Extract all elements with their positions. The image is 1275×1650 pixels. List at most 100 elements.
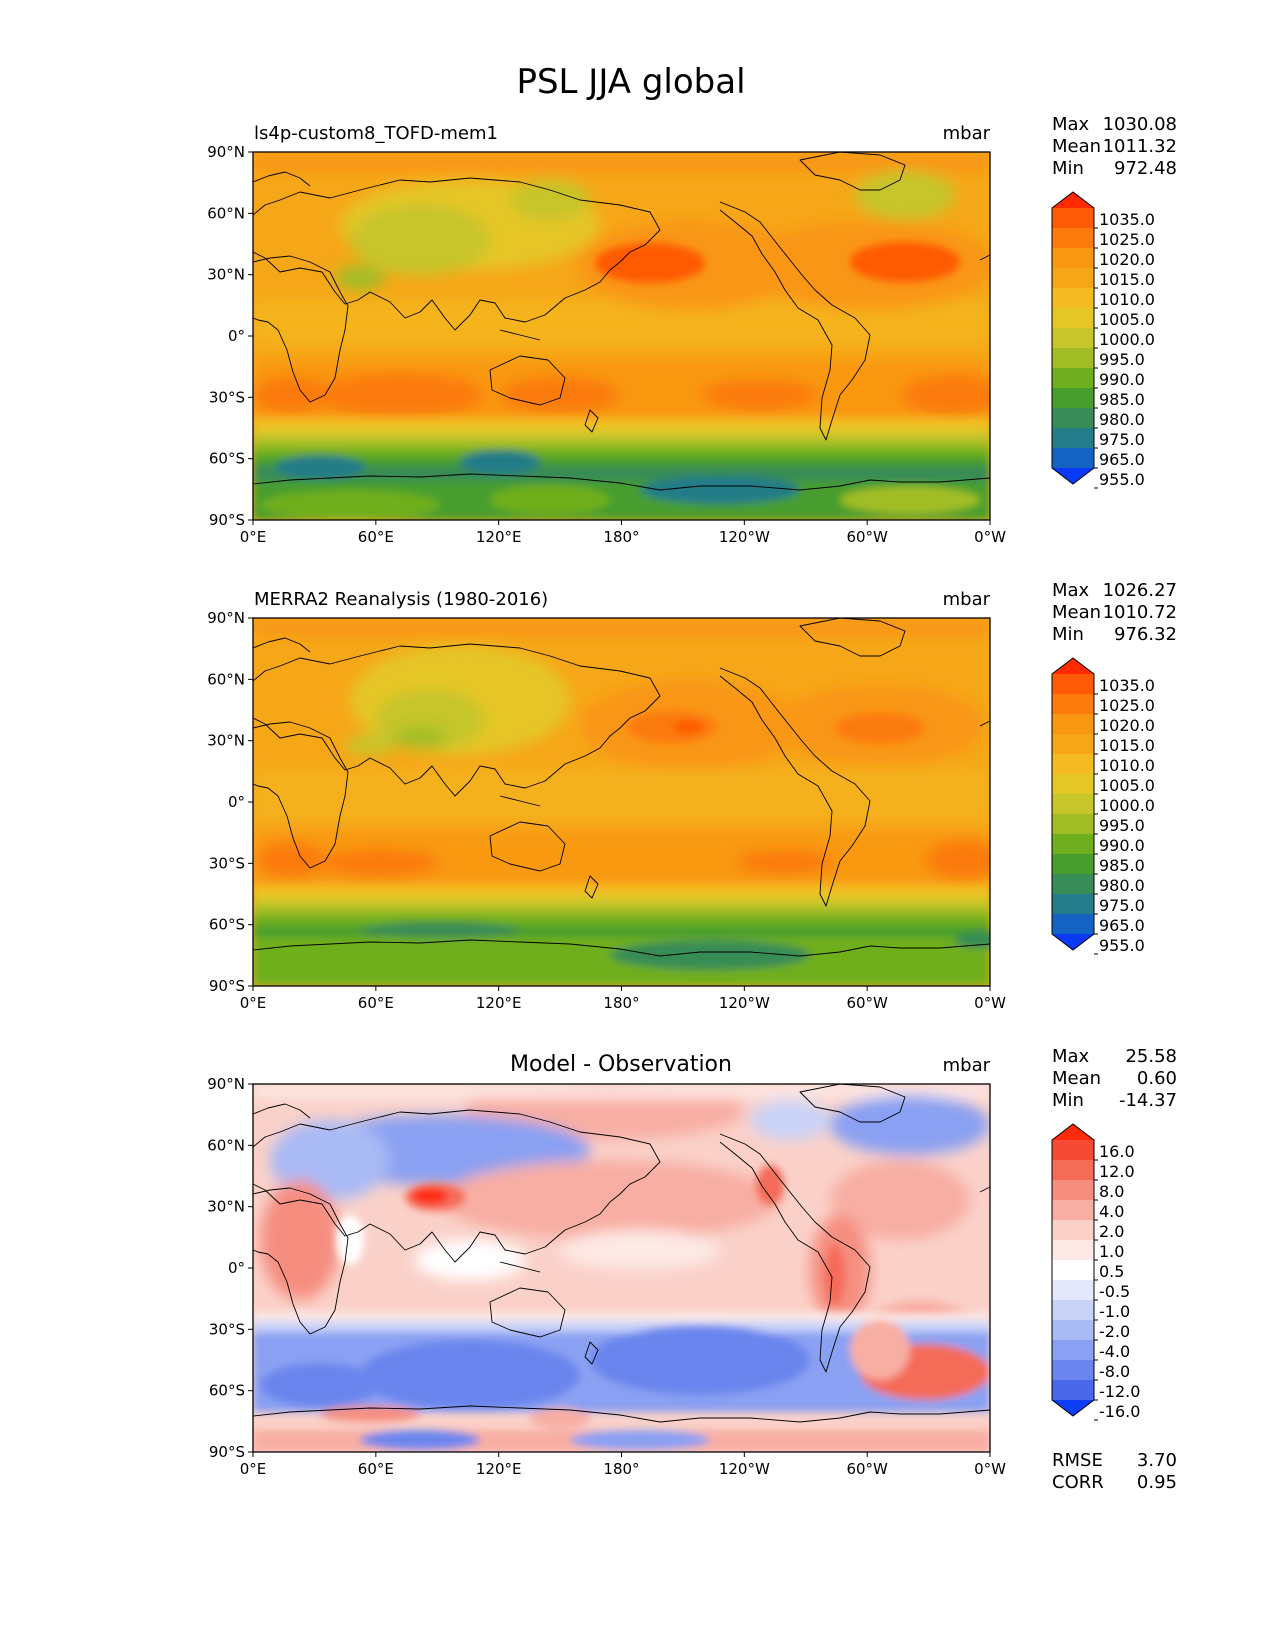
colorbar-segment xyxy=(1052,1340,1094,1361)
lon-tick-label: 60°W xyxy=(846,994,888,1012)
panel-model: ls4p-custom8_TOFD-mem1 mbar xyxy=(207,114,1177,546)
panel-units: mbar xyxy=(943,589,991,610)
colorbar-segment xyxy=(1052,448,1094,469)
colorbar-segment xyxy=(1052,694,1094,715)
colorbar-label: -4.0 xyxy=(1099,1342,1130,1361)
lon-tick-label: 120°W xyxy=(719,1460,770,1478)
colorbar-label: 1035.0 xyxy=(1099,210,1155,229)
colorbar-segment xyxy=(1052,1220,1094,1241)
colorbar-segment xyxy=(1052,774,1094,795)
colorbar-label: 980.0 xyxy=(1099,876,1145,895)
panel-observation: MERRA2 Reanalysis (1980-2016) mbar xyxy=(207,580,1177,1012)
colorbar-segment xyxy=(1052,874,1094,895)
colorbar-label: 1000.0 xyxy=(1099,330,1155,349)
stat-label: Max xyxy=(1052,114,1090,135)
colorbar-label: 1010.0 xyxy=(1099,756,1155,775)
colorbar-segment xyxy=(1052,794,1094,815)
lat-axis: 90°N 60°N 30°N 0° 30°S 60°S 90°S xyxy=(207,609,253,995)
colorbar-label: 985.0 xyxy=(1099,390,1145,409)
colorbar-label: 1025.0 xyxy=(1099,696,1155,715)
lat-tick-label: 30°N xyxy=(207,1198,245,1216)
stat-value: 0.60 xyxy=(1137,1068,1177,1089)
colorbar-label: 1005.0 xyxy=(1099,310,1155,329)
metric-label: CORR xyxy=(1052,1472,1104,1493)
colorbar-label: 975.0 xyxy=(1099,896,1145,915)
lat-tick-label: 30°S xyxy=(209,1320,245,1338)
colorbar-segment xyxy=(1052,834,1094,855)
lon-tick-label: 120°E xyxy=(476,994,522,1012)
stat-value: 1011.32 xyxy=(1103,136,1177,157)
lat-tick-label: 90°N xyxy=(207,609,245,627)
colorbar-label: 1020.0 xyxy=(1099,716,1155,735)
lat-tick-label: 60°S xyxy=(209,450,245,468)
colorbar-segment xyxy=(1052,814,1094,835)
colorbar-label: 980.0 xyxy=(1099,410,1145,429)
lat-tick-label: 60°N xyxy=(207,1136,245,1154)
stat-label: Mean xyxy=(1052,602,1101,623)
colorbar-segment xyxy=(1052,1360,1094,1381)
colorbar-label: -2.0 xyxy=(1099,1322,1130,1341)
lat-tick-label: 30°N xyxy=(207,266,245,284)
panel-metrics: RMSE 3.70 CORR 0.95 xyxy=(1052,1450,1177,1493)
colorbar-label: 8.0 xyxy=(1099,1182,1124,1201)
colorbar-label: 4.0 xyxy=(1099,1202,1124,1221)
panel-units: mbar xyxy=(943,123,991,144)
panel-units: mbar xyxy=(943,1055,991,1076)
colorbar-label: 975.0 xyxy=(1099,430,1145,449)
colorbar-segment xyxy=(1052,914,1094,935)
colorbar-segment xyxy=(1052,208,1094,229)
colorbar-segment xyxy=(1052,1280,1094,1301)
colorbar-label: 995.0 xyxy=(1099,816,1145,835)
colorbar-label: 2.0 xyxy=(1099,1222,1124,1241)
stat-value: 25.58 xyxy=(1125,1046,1177,1067)
lon-tick-label: 120°E xyxy=(476,528,522,546)
lat-tick-label: 60°S xyxy=(209,916,245,934)
colorbar-label: 12.0 xyxy=(1099,1162,1135,1181)
colorbar-segment xyxy=(1052,854,1094,875)
lon-tick-label: 180° xyxy=(603,528,639,546)
colorbar-label: -12.0 xyxy=(1099,1382,1140,1401)
colorbar-segment xyxy=(1052,1380,1094,1401)
colorbar-segment xyxy=(1052,1320,1094,1341)
lat-tick-label: 0° xyxy=(228,1259,245,1277)
pressure-field-map xyxy=(253,152,990,520)
stat-value: 972.48 xyxy=(1114,158,1177,179)
lon-tick-label: 120°W xyxy=(719,528,770,546)
coastlines xyxy=(253,618,990,957)
lat-tick-label: 90°N xyxy=(207,143,245,161)
colorbar-label: 1010.0 xyxy=(1099,290,1155,309)
colorbar-label: -0.5 xyxy=(1099,1282,1130,1301)
stat-value: 976.32 xyxy=(1114,624,1177,645)
figure-title: PSL JJA global xyxy=(516,62,745,102)
colorbar-label: -8.0 xyxy=(1099,1362,1130,1381)
panel-title: Model - Observation xyxy=(510,1052,732,1077)
colorbar-segment xyxy=(1052,1260,1094,1281)
colorbar-label: 1025.0 xyxy=(1099,230,1155,249)
colorbar: 1035.01025.01020.01015.01010.01005.01000… xyxy=(1051,191,1155,489)
lat-axis: 90°N 60°N 30°N 0° 30°S 60°S 90°S xyxy=(207,1075,253,1461)
stat-label: Min xyxy=(1052,1090,1084,1111)
colorbar-segment xyxy=(1052,1180,1094,1201)
lon-tick-label: 60°E xyxy=(358,1460,394,1478)
lat-tick-label: 90°S xyxy=(209,1443,245,1461)
colorbar-label: 955.0 xyxy=(1099,936,1145,955)
colorbar-label: 955.0 xyxy=(1099,470,1145,489)
stat-value: 1010.72 xyxy=(1103,602,1177,623)
colorbar-segment xyxy=(1052,328,1094,349)
colorbar: 16.012.08.04.02.01.00.5-0.5-1.0-2.0-4.0-… xyxy=(1051,1123,1140,1421)
colorbar-label: 1035.0 xyxy=(1099,676,1155,695)
colorbar-label: 1.0 xyxy=(1099,1242,1124,1261)
colorbar-segment xyxy=(1052,1300,1094,1321)
colorbar-segment xyxy=(1052,1160,1094,1181)
lat-tick-label: 30°S xyxy=(209,854,245,872)
lat-tick-label: 90°N xyxy=(207,1075,245,1093)
colorbar-segment xyxy=(1052,408,1094,429)
lon-axis: 0°E 60°E 120°E 180° 120°W 60°W 0°W xyxy=(240,986,1006,1012)
stat-label: Max xyxy=(1052,580,1090,601)
colorbar-label: 0.5 xyxy=(1099,1262,1124,1281)
lat-tick-label: 30°N xyxy=(207,732,245,750)
colorbar-label: 965.0 xyxy=(1099,450,1145,469)
colorbar-extend-max xyxy=(1052,658,1094,674)
